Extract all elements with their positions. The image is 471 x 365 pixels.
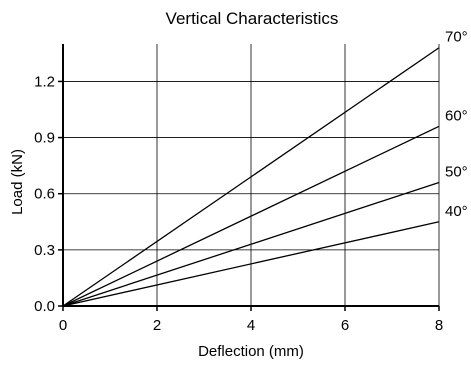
x-tick-label-1: 2	[153, 317, 161, 334]
series-labels: 70° 60° 50° 40°	[445, 29, 468, 220]
series-label-0: 70°	[445, 29, 468, 46]
axes	[58, 44, 440, 311]
series-line-1	[62, 125, 440, 307]
series-label-1: 60°	[445, 107, 468, 124]
x-tick-label-2: 4	[247, 317, 255, 334]
tick-labels: 0 2 4 6 8 0.0 0.3 0.6 0.9 1.2	[34, 73, 443, 334]
y-tick-label-3: 0.9	[34, 130, 55, 147]
series-label-2: 50°	[445, 163, 468, 180]
y-axis-label: Load (kN)	[9, 149, 26, 215]
x-tick-label-4: 8	[435, 317, 443, 334]
y-tick-label-1: 0.3	[34, 242, 55, 259]
x-tick-label-3: 6	[341, 317, 349, 334]
series-line-2	[62, 181, 440, 307]
y-tick-label-0: 0.0	[34, 298, 55, 315]
y-tick-label-2: 0.6	[34, 186, 55, 203]
chart-title: Vertical Characteristics	[166, 9, 339, 28]
series-lines	[62, 47, 440, 307]
series-label-3: 40°	[445, 203, 468, 220]
grid	[63, 44, 440, 306]
y-tick-label-4: 1.2	[34, 73, 55, 90]
series-line-3	[62, 221, 440, 307]
x-tick-label-0: 0	[59, 317, 67, 334]
series-line-0	[62, 47, 440, 307]
x-axis-label: Deflection (mm)	[198, 343, 304, 360]
